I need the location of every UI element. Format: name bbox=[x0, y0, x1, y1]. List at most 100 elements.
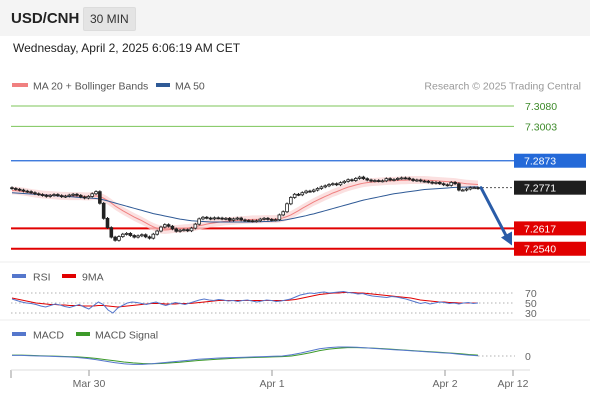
macd-signal-legend-swatch bbox=[76, 332, 90, 336]
candle-body bbox=[243, 219, 247, 222]
candle-body bbox=[36, 193, 41, 196]
x-axis-tick-label: Mar 30 bbox=[73, 378, 106, 390]
candle-body bbox=[143, 234, 148, 238]
x-axis-tick-label: Apr 2 bbox=[432, 378, 457, 390]
candle-body bbox=[468, 187, 473, 190]
candle-body bbox=[174, 228, 179, 232]
candle-body bbox=[182, 229, 186, 232]
candle-body bbox=[162, 224, 167, 228]
candle-body bbox=[250, 220, 255, 223]
rsi-legend-label: RSI bbox=[33, 272, 51, 284]
candle-body bbox=[441, 183, 446, 186]
candle-body bbox=[350, 179, 354, 182]
candle-body bbox=[407, 177, 412, 180]
candle-body bbox=[373, 180, 377, 182]
candle-body bbox=[434, 181, 438, 184]
macd-line bbox=[12, 346, 479, 365]
candle-body bbox=[216, 217, 221, 220]
candle-body bbox=[178, 229, 182, 232]
candle-body bbox=[197, 218, 201, 225]
candle-body bbox=[254, 220, 259, 223]
candle-body bbox=[193, 223, 198, 229]
candle-body bbox=[388, 178, 392, 181]
candle-body bbox=[331, 183, 335, 186]
forecast-arrow-shaft bbox=[479, 186, 509, 239]
rsi-line bbox=[11, 290, 479, 314]
candle-body bbox=[449, 181, 454, 186]
candle-body bbox=[430, 181, 434, 184]
candle-body bbox=[415, 179, 419, 182]
candle-body bbox=[113, 236, 117, 241]
candle-body bbox=[334, 183, 339, 186]
chart-datetime: Wednesday, April 2, 2025 6:06:19 AM CET bbox=[13, 41, 241, 55]
candle-body bbox=[258, 218, 263, 222]
candle-body bbox=[44, 194, 49, 197]
candle-body bbox=[273, 219, 278, 222]
candle-body bbox=[75, 193, 79, 196]
rsi-ma-legend-swatch bbox=[62, 274, 76, 278]
candle-body bbox=[90, 193, 95, 197]
timeframe-button[interactable]: 30 MIN bbox=[83, 7, 136, 31]
support-level-tag bbox=[514, 241, 586, 256]
candle-body bbox=[224, 217, 228, 220]
ma20-legend-swatch bbox=[12, 83, 28, 87]
candle-body bbox=[105, 217, 110, 228]
candle-body bbox=[155, 230, 159, 235]
candle-body bbox=[399, 177, 404, 180]
candle-body bbox=[319, 186, 324, 189]
candle-body bbox=[82, 196, 87, 199]
candle-body bbox=[98, 191, 102, 204]
candle-body bbox=[308, 190, 312, 193]
candle-body bbox=[239, 217, 243, 221]
candle-body bbox=[346, 179, 350, 182]
candle-body bbox=[48, 194, 52, 197]
candle-body bbox=[457, 183, 461, 191]
macd-legend-swatch bbox=[12, 332, 26, 336]
candle-body bbox=[285, 203, 289, 213]
macd-signal-legend-label: MACD Signal bbox=[95, 330, 158, 342]
rsi-level-label: 30 bbox=[525, 308, 537, 320]
candle-body bbox=[40, 194, 45, 196]
resistance-level-label: 7.2873 bbox=[524, 156, 556, 168]
rsi-ma-legend-label: 9MA bbox=[82, 272, 104, 284]
candle-body bbox=[296, 193, 301, 196]
candle-body bbox=[29, 191, 33, 194]
candle-body bbox=[380, 180, 385, 183]
candle-body bbox=[422, 180, 427, 183]
candle-body bbox=[395, 178, 400, 180]
candle-body bbox=[411, 178, 415, 181]
candle-body bbox=[189, 227, 194, 232]
candle-body bbox=[67, 194, 72, 197]
candle-body bbox=[472, 187, 476, 190]
candle-body bbox=[109, 227, 114, 238]
candle-body bbox=[262, 217, 266, 220]
forecast-arrow-head bbox=[501, 231, 512, 246]
support-level-tag bbox=[514, 221, 586, 236]
candle-body bbox=[17, 188, 22, 191]
candle-body bbox=[464, 188, 469, 191]
candle-body bbox=[357, 176, 362, 179]
candle-body bbox=[10, 187, 14, 190]
candle-body bbox=[266, 217, 270, 220]
candle-body bbox=[392, 179, 396, 181]
candle-body bbox=[101, 202, 106, 219]
candle-body bbox=[327, 184, 331, 187]
candle-body bbox=[78, 194, 83, 198]
support-level-label: 7.2617 bbox=[524, 223, 556, 235]
candle-body bbox=[185, 229, 190, 232]
candle-body bbox=[231, 218, 236, 221]
candle-body bbox=[124, 233, 129, 235]
candle-body bbox=[384, 178, 389, 182]
target-level-label: 7.3080 bbox=[525, 101, 557, 113]
candle-body bbox=[300, 192, 305, 196]
candle-body bbox=[369, 179, 373, 182]
candle-body bbox=[338, 182, 343, 186]
candle-body bbox=[140, 234, 144, 237]
candle-body bbox=[86, 196, 91, 199]
candle-body bbox=[63, 195, 68, 198]
candle-body bbox=[453, 181, 457, 185]
candle-body bbox=[342, 180, 347, 184]
candle-body bbox=[227, 217, 232, 221]
candle-body bbox=[289, 197, 293, 205]
